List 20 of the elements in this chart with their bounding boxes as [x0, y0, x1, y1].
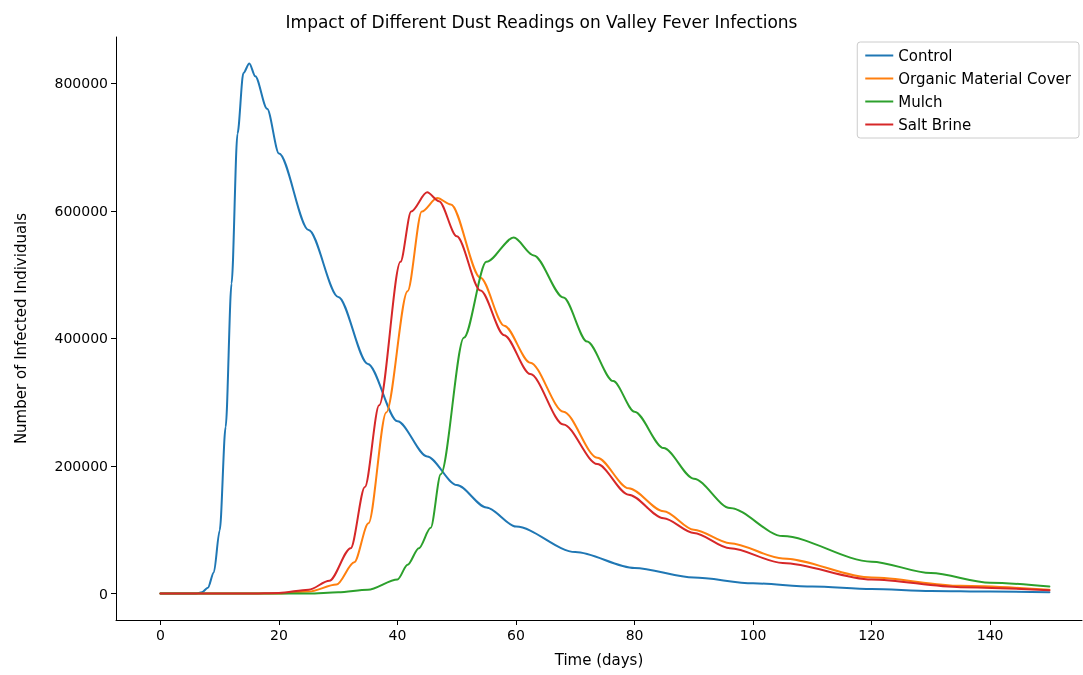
x-axis-title: Time (days) — [553, 650, 644, 669]
legend-label: Salt Brine — [898, 115, 972, 134]
legend-label: Control — [898, 46, 953, 65]
y-tick-label: 0 — [99, 585, 108, 602]
x-tick-label: 0 — [155, 627, 165, 643]
y-tick-label: 400000 — [54, 330, 108, 347]
x-tick-label: 140 — [976, 627, 1004, 643]
y-axis-title: Number of Infected Individuals — [11, 212, 30, 445]
x-tick-label: 80 — [625, 627, 644, 643]
x-tick-label: 40 — [388, 627, 407, 643]
x-tick-label: 20 — [270, 627, 288, 643]
x-tick-label: 60 — [507, 627, 525, 643]
y-tick-label: 800000 — [54, 75, 108, 92]
legend-label: Mulch — [898, 92, 943, 111]
y-tick-label: 200000 — [54, 457, 108, 474]
x-tick-label: 100 — [739, 627, 767, 643]
y-tick-label: 600000 — [54, 202, 108, 219]
x-tick-label: 120 — [858, 627, 885, 643]
legend-label: Organic Material Cover — [898, 69, 1072, 88]
chart-title: Impact of Different Dust Readings on Valley Fever Infections — [285, 11, 798, 32]
